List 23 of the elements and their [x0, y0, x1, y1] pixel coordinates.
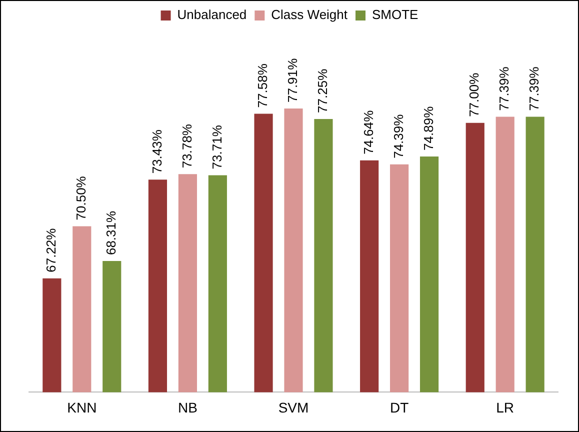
- data-label: 70.50%: [73, 176, 88, 220]
- data-label: 73.78%: [179, 124, 194, 168]
- data-label: 77.39%: [526, 66, 542, 111]
- data-label: 74.64%: [360, 110, 376, 154]
- data-label: 77.58%: [255, 63, 270, 108]
- x-tick-label: SVM: [278, 399, 309, 416]
- data-label: 67.22%: [44, 228, 58, 272]
- data-label: 74.89%: [420, 106, 436, 150]
- legend-label: Class Weight: [271, 7, 348, 22]
- x-tick-label: LR: [496, 399, 514, 416]
- data-label: 77.39%: [496, 66, 512, 111]
- x-tick-label: NB: [178, 399, 198, 416]
- data-label: 73.71%: [209, 124, 224, 170]
- x-tick-label: DT: [390, 399, 410, 416]
- legend-label: Unbalanced: [177, 7, 247, 22]
- data-label: 73.43%: [149, 129, 164, 174]
- legend-label: SMOTE: [372, 7, 419, 22]
- data-label: 77.91%: [285, 58, 300, 102]
- x-tick-label: KNN: [67, 399, 97, 416]
- data-label: 77.00%: [466, 72, 482, 117]
- data-label: 74.39%: [390, 114, 406, 158]
- data-label: 77.25%: [315, 68, 330, 113]
- data-label: 68.31%: [103, 210, 118, 256]
